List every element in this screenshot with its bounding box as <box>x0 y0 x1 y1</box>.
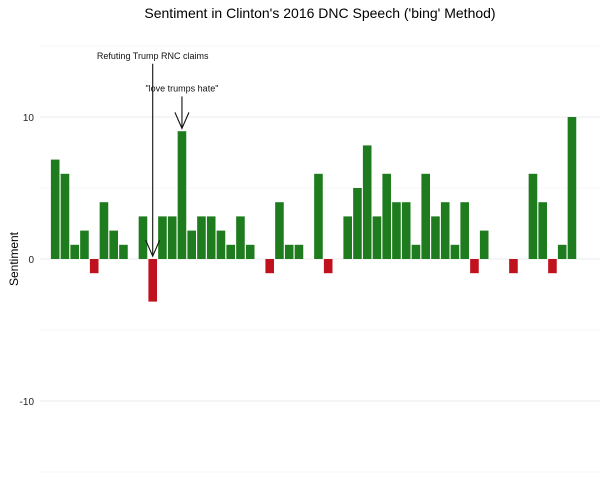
bar <box>372 216 382 259</box>
bar <box>197 216 206 259</box>
annotation-arrow-head <box>174 112 190 130</box>
bar <box>109 230 118 259</box>
bar <box>382 173 391 259</box>
bar <box>50 159 60 259</box>
bar <box>70 244 79 259</box>
bar <box>148 259 157 302</box>
bar <box>353 188 362 259</box>
bar <box>275 202 284 259</box>
bar <box>206 216 216 259</box>
annotation-label: "love trumps hate" <box>145 83 218 93</box>
bar <box>265 259 274 274</box>
bar <box>89 259 99 274</box>
annotations: Refuting Trump RNC claims "love trumps ha… <box>97 51 218 258</box>
annotation-label: Refuting Trump RNC claims <box>97 51 209 61</box>
bar <box>314 173 323 259</box>
bar <box>80 230 89 259</box>
bar <box>401 202 411 259</box>
bar <box>567 117 577 259</box>
bar <box>284 244 294 259</box>
bar <box>460 202 469 259</box>
bar <box>294 244 304 259</box>
bar <box>167 216 177 259</box>
bars <box>50 117 577 302</box>
bar <box>177 131 187 259</box>
chart-title: Sentiment in Clinton's 2016 DNC Speech (… <box>144 5 496 21</box>
bar <box>99 202 109 259</box>
bar <box>60 173 70 259</box>
bar <box>392 202 401 259</box>
bar <box>528 173 538 259</box>
y-tick-label: -10 <box>20 397 35 408</box>
y-tick-labels: -10 0 10 <box>20 113 35 408</box>
bar <box>323 259 333 274</box>
bar <box>236 216 245 259</box>
bar <box>479 230 489 259</box>
bar <box>226 244 235 259</box>
bar <box>411 244 421 259</box>
bar <box>187 230 196 259</box>
bar <box>450 244 460 259</box>
bar <box>421 173 430 259</box>
bar <box>440 202 450 259</box>
bar <box>431 216 440 259</box>
bar <box>245 244 255 259</box>
bar <box>343 216 352 259</box>
bar <box>158 216 167 259</box>
bar <box>216 230 226 259</box>
bar <box>509 259 518 274</box>
bar <box>119 244 128 259</box>
annotation-arrow-head <box>145 239 161 258</box>
y-tick-label: 10 <box>23 113 35 124</box>
bar <box>548 259 557 274</box>
bar <box>557 244 567 259</box>
y-tick-label: 0 <box>28 255 34 266</box>
bar <box>362 145 372 259</box>
bar <box>470 259 479 274</box>
bar <box>538 202 547 259</box>
bar <box>138 216 148 259</box>
